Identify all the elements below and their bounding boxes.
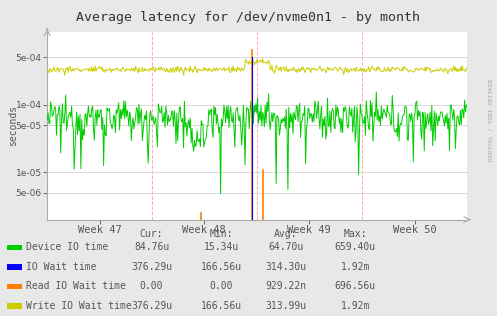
Text: Average latency for /dev/nvme0n1 - by month: Average latency for /dev/nvme0n1 - by mo… [77, 11, 420, 24]
Text: 659.40u: 659.40u [335, 242, 376, 252]
Text: 376.29u: 376.29u [131, 262, 172, 272]
Text: 166.56u: 166.56u [201, 301, 242, 311]
Text: Write IO Wait time: Write IO Wait time [26, 301, 132, 311]
Text: 166.56u: 166.56u [201, 262, 242, 272]
Text: 0.00: 0.00 [140, 281, 164, 291]
Text: Device IO time: Device IO time [26, 242, 108, 252]
Text: IO Wait time: IO Wait time [26, 262, 97, 272]
Text: Max:: Max: [343, 229, 367, 239]
Text: 1.92m: 1.92m [340, 301, 370, 311]
Text: Min:: Min: [209, 229, 233, 239]
Y-axis label: seconds: seconds [8, 105, 18, 146]
Text: Read IO Wait time: Read IO Wait time [26, 281, 126, 291]
Text: RRDTOOL / TOBI OETIKER: RRDTOOL / TOBI OETIKER [489, 79, 494, 161]
Text: 84.76u: 84.76u [134, 242, 169, 252]
Text: 313.99u: 313.99u [265, 301, 306, 311]
Text: 1.92m: 1.92m [340, 262, 370, 272]
Text: 64.70u: 64.70u [268, 242, 303, 252]
Text: 696.56u: 696.56u [335, 281, 376, 291]
Text: Avg:: Avg: [274, 229, 298, 239]
Text: 376.29u: 376.29u [131, 301, 172, 311]
Text: 314.30u: 314.30u [265, 262, 306, 272]
Text: 15.34u: 15.34u [204, 242, 239, 252]
Text: 929.22n: 929.22n [265, 281, 306, 291]
Text: 0.00: 0.00 [209, 281, 233, 291]
Text: Cur:: Cur: [140, 229, 164, 239]
